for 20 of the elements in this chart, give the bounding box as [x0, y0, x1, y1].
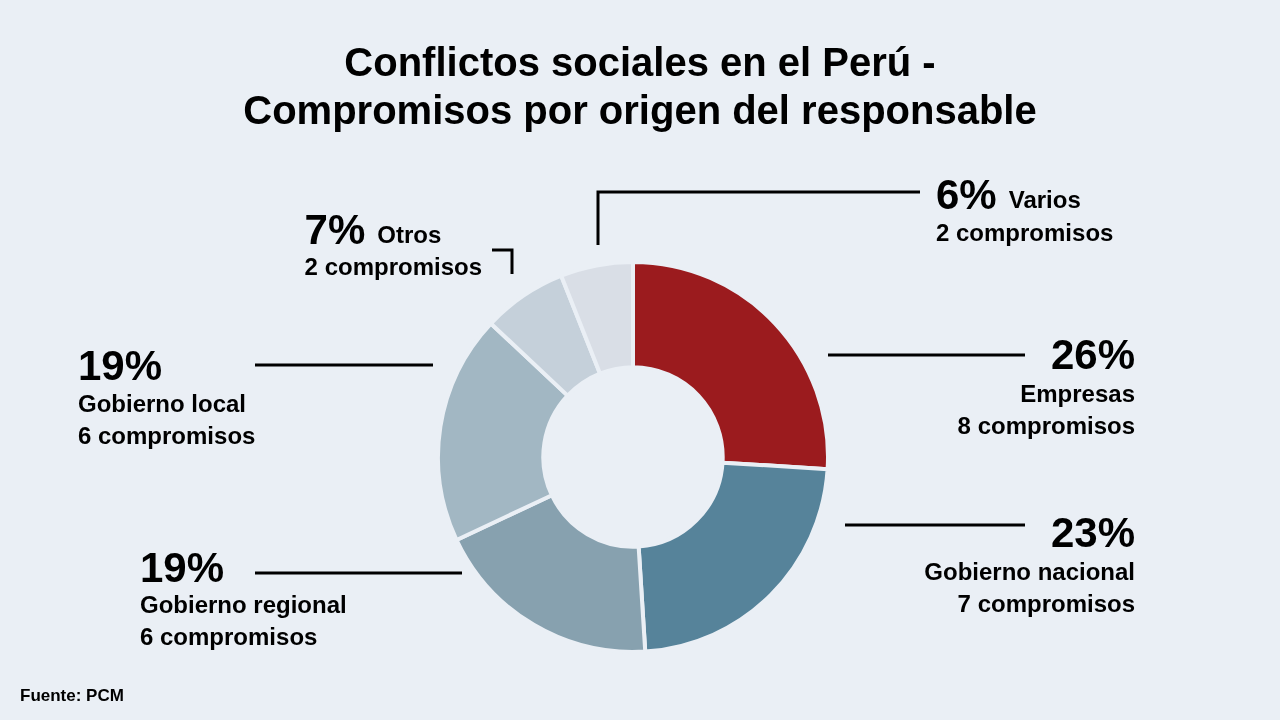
- text: 7 compromisos: [957, 589, 1135, 617]
- text: 6 compromisos: [78, 421, 256, 449]
- source-note: Fuente: PCM: [20, 686, 124, 706]
- data-label: 19%: [140, 543, 225, 591]
- text: 2 compromisos: [304, 252, 482, 280]
- text: 2 compromisos: [936, 218, 1114, 246]
- data-label: 26%: [1050, 330, 1135, 378]
- data-label: 6%: [936, 170, 997, 218]
- slice-label: Gobierno nacional: [924, 557, 1135, 585]
- text: 8 compromisos: [957, 411, 1135, 439]
- data-label: 19%: [78, 341, 163, 389]
- chart-title: Conflictos sociales en el Perú - Compromisos por origen del responsable: [242, 39, 1038, 134]
- slice-label: Gobierno local: [78, 389, 247, 417]
- data-label: 23%: [1050, 508, 1135, 556]
- slice-label: Empresas: [1020, 379, 1135, 407]
- data-label: 7%: [304, 205, 366, 253]
- slice-label: Otros: [377, 220, 442, 248]
- text: 6 compromisos: [140, 622, 318, 650]
- slice-label: Varios: [1008, 185, 1081, 213]
- slice-label: Gobierno regional: [140, 590, 347, 618]
